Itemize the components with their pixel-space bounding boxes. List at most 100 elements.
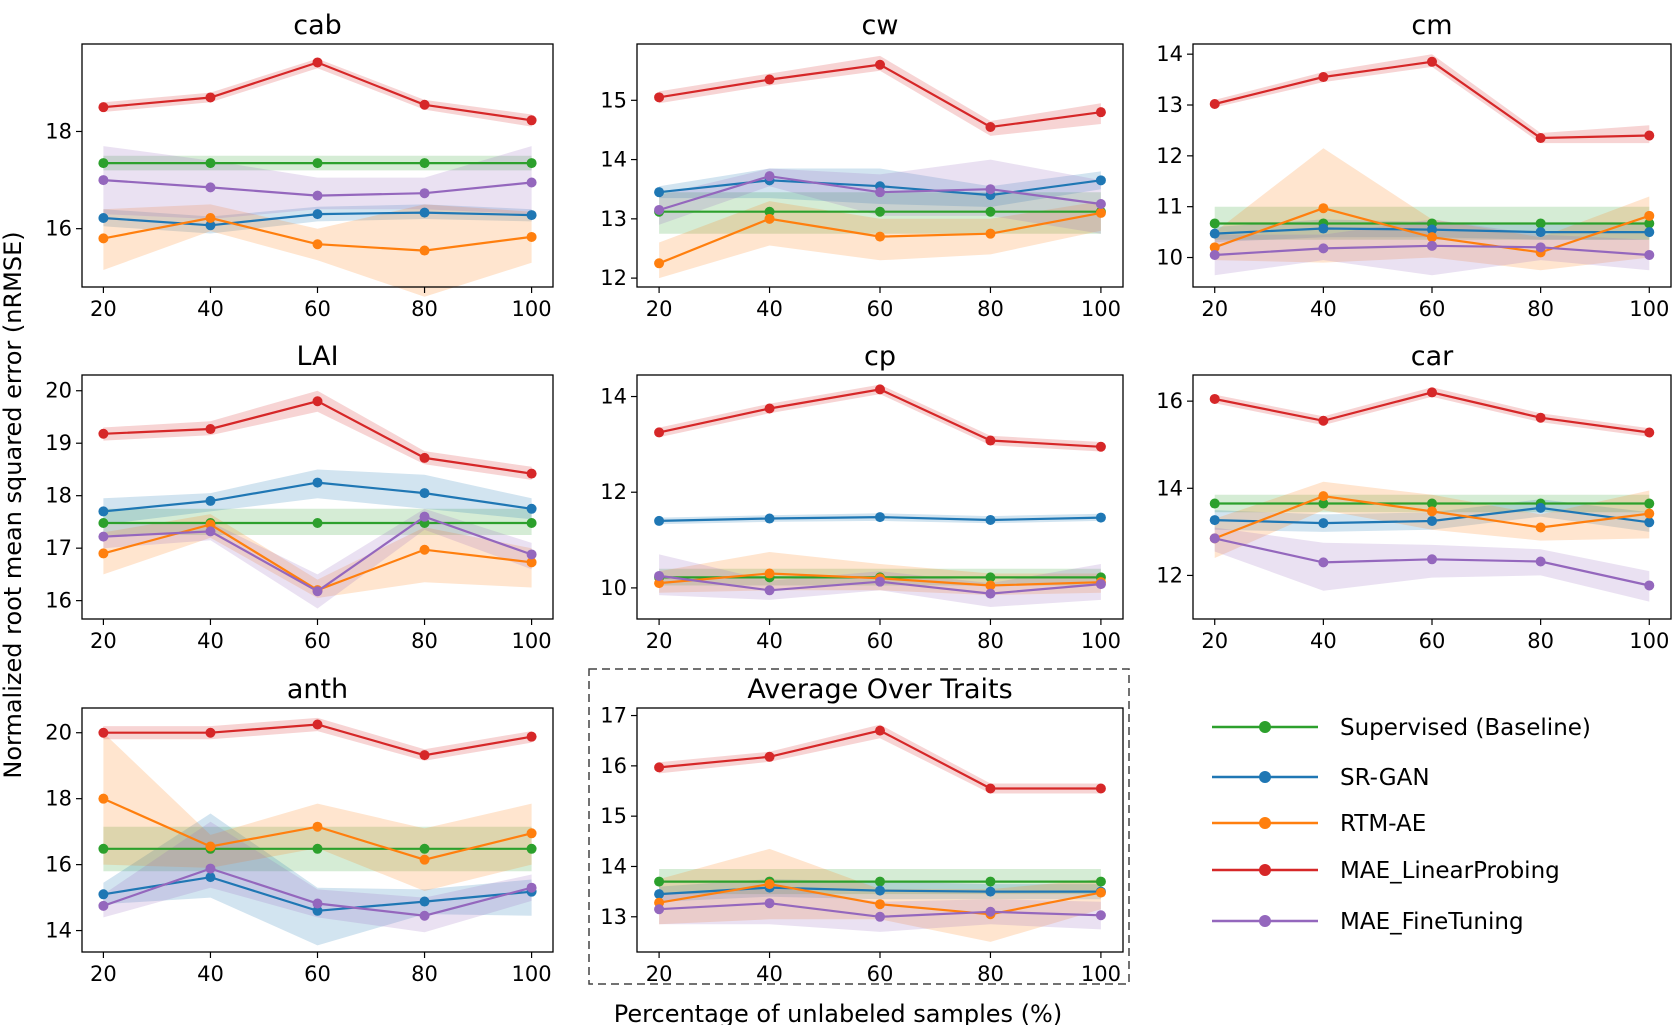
data-point [98, 175, 109, 186]
y-tick-label: 13 [600, 207, 627, 231]
x-tick-label: 60 [867, 629, 894, 653]
data-point [1209, 228, 1220, 239]
data-point [654, 904, 665, 915]
data-point [1644, 249, 1655, 260]
data-point [1318, 243, 1329, 254]
panel-title: cm [1411, 10, 1452, 41]
y-tick-label: 13 [1156, 93, 1183, 117]
data-point [419, 99, 430, 110]
data-point [526, 115, 537, 126]
data-point [526, 731, 537, 742]
data-point [1644, 427, 1655, 438]
confidence-band-MAE_FineTuning [1214, 527, 1650, 602]
data-point [1209, 98, 1220, 109]
data-point [526, 843, 537, 854]
data-point [1535, 242, 1546, 253]
legend-item: Supervised (Baseline) [1212, 715, 1591, 741]
x-tick-label: 100 [512, 297, 552, 321]
data-point [654, 204, 665, 215]
data-point [98, 428, 109, 439]
data-point [312, 898, 323, 909]
data-point [875, 911, 885, 922]
data-point [1209, 249, 1220, 260]
data-point [654, 515, 665, 526]
data-point [985, 876, 996, 887]
data-point [526, 158, 537, 169]
data-point [875, 187, 885, 198]
x-tick-label: 40 [1310, 297, 1337, 321]
y-tick-label: 12 [600, 266, 627, 290]
legend-label: MAE_FineTuning [1340, 909, 1524, 935]
x-tick-label: 60 [867, 297, 894, 321]
data-point [205, 220, 216, 231]
panel-anth: anth 20 40 60 80 100 14 16 18 20 [45, 674, 554, 986]
y-tick-label: 12 [1156, 563, 1183, 587]
data-point [875, 512, 885, 523]
data-point [1644, 498, 1655, 509]
data-point [654, 92, 665, 103]
data-point [1318, 72, 1329, 83]
y-tick-label: 13 [600, 905, 627, 929]
data-point [1095, 512, 1106, 523]
data-point [654, 876, 665, 887]
data-point [205, 863, 216, 874]
x-tick-label: 80 [977, 962, 1004, 986]
data-point [205, 92, 216, 103]
legend-label: RTM-AE [1340, 811, 1426, 837]
data-point [985, 886, 996, 897]
panel-car: car 20 40 60 80 100 12 14 16 [1156, 341, 1672, 653]
data-point [985, 588, 996, 599]
data-point [654, 258, 665, 269]
x-tick-label: 80 [977, 629, 1004, 653]
data-point [312, 843, 323, 854]
data-point [1427, 506, 1437, 517]
data-point [312, 396, 323, 407]
data-point [985, 514, 996, 525]
data-point [1535, 227, 1546, 238]
data-point [419, 896, 430, 907]
data-point [98, 727, 109, 738]
data-point [1209, 533, 1220, 544]
data-point [1318, 223, 1329, 234]
panel-cab: cab 20 40 60 80 100 16 18 [45, 10, 554, 321]
data-point [875, 59, 885, 70]
panel-title: cab [293, 10, 342, 41]
data-point [1209, 393, 1220, 404]
x-tick-label: 60 [867, 962, 894, 986]
panel-average-over-traits: Average Over Traits 20 40 60 80 100 13 14 15 16 17 [600, 674, 1124, 986]
y-tick-label: 16 [1156, 389, 1183, 413]
x-tick-label: 80 [411, 962, 438, 986]
data-point [98, 548, 109, 559]
data-point [1644, 227, 1655, 238]
figure-xlabel: Percentage of unlabeled samples (%) [614, 1000, 1062, 1025]
data-point [205, 158, 216, 169]
data-point [875, 231, 885, 242]
data-point [1535, 412, 1546, 423]
data-point [985, 580, 996, 591]
x-tick-label: 20 [90, 297, 117, 321]
data-point [654, 427, 665, 438]
data-point [985, 206, 996, 217]
y-tick-label: 14 [1156, 42, 1183, 66]
confidence-band-MAE_FineTuning [659, 886, 1101, 932]
data-point [526, 231, 537, 242]
data-point [875, 206, 885, 217]
legend-label: SR-GAN [1340, 765, 1430, 791]
figure-ylabel: Normalized root mean squared error (nRMS… [0, 231, 27, 778]
data-point [1095, 579, 1106, 590]
data-point [875, 384, 885, 395]
legend-item: RTM-AE [1212, 811, 1426, 837]
y-tick-label: 18 [45, 119, 72, 143]
x-tick-label: 40 [197, 962, 224, 986]
data-point [419, 854, 430, 865]
y-tick-label: 15 [600, 88, 627, 112]
x-tick-label: 100 [1081, 297, 1121, 321]
data-point [98, 233, 109, 244]
data-point [205, 495, 216, 506]
data-point [654, 762, 665, 773]
x-tick-label: 100 [512, 962, 552, 986]
data-point [1644, 130, 1655, 141]
panel-title: LAI [296, 341, 338, 372]
data-point [1644, 218, 1655, 229]
